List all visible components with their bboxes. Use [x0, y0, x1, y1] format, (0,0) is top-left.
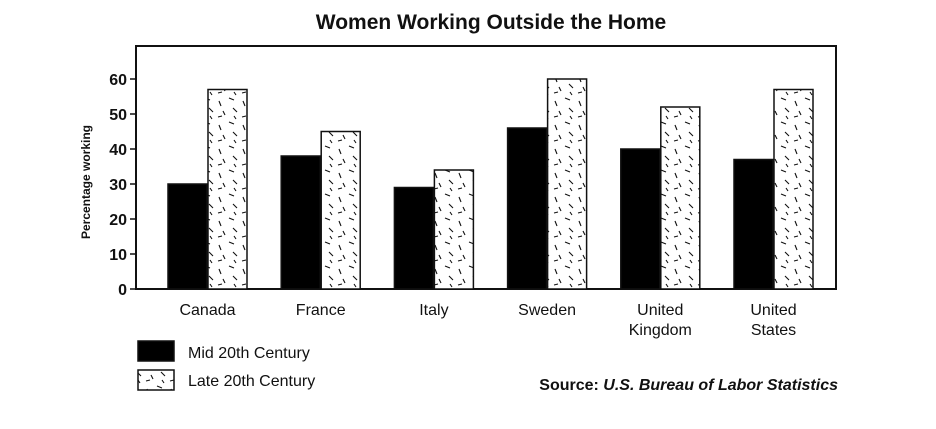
y-tick-label: 40	[109, 142, 127, 159]
bar-late-20th-century	[320, 130, 361, 290]
x-tick-label: Kingdom	[629, 322, 692, 339]
y-tick-label: 50	[109, 107, 127, 124]
x-tick-label: France	[296, 302, 346, 319]
bar-mid-20th-century	[620, 148, 661, 290]
bar-mid-20th-century	[167, 183, 208, 290]
bar-mid-20th-century	[506, 127, 548, 290]
y-tick-label: 60	[109, 72, 127, 89]
x-tick-label: Canada	[179, 302, 235, 319]
legend-label-late-20th-century: Late 20th Century	[188, 373, 315, 390]
bar-mid-20th-century	[393, 186, 435, 290]
chart-title: Women Working Outside the Home	[316, 11, 666, 34]
y-axis-ticks: 0 10 20 30 40 50 60	[109, 72, 136, 299]
bar-late-20th-century	[773, 88, 814, 290]
y-tick-label: 30	[109, 177, 127, 194]
legend-swatch-mid-20th-century	[137, 340, 175, 362]
source-prefix: Source:	[539, 377, 603, 394]
x-axis-labels: Canada France Italy Sweden United Kingdom Unit…	[179, 302, 796, 339]
bar-late-20th-century	[546, 78, 588, 290]
x-tick-label: United	[750, 302, 796, 319]
legend-swatch-late-20th-century	[137, 369, 175, 391]
x-tick-label: States	[751, 322, 796, 339]
x-tick-label: Sweden	[518, 302, 576, 319]
bar-late-20th-century	[207, 88, 248, 290]
x-tick-label: Italy	[419, 302, 448, 319]
plot-area-frame	[135, 45, 837, 290]
bar-mid-20th-century	[280, 155, 321, 290]
y-tick-label: 10	[109, 247, 127, 264]
bar-late-20th-century	[433, 169, 475, 290]
legend-label-mid-20th-century: Mid 20th Century	[188, 345, 310, 362]
bar-mid-20th-century	[733, 158, 774, 290]
bars	[167, 78, 814, 290]
source-text: U.S. Bureau of Labor Statistics	[603, 377, 838, 394]
bar-late-20th-century	[660, 106, 701, 290]
y-tick-label: 0	[118, 282, 127, 299]
y-axis-label: Percentage working	[79, 125, 93, 239]
legend: Mid 20th Century Late 20th Century	[137, 340, 315, 391]
y-tick-label: 20	[109, 212, 127, 229]
source-note: Source: U.S. Bureau of Labor Statistics	[539, 377, 838, 394]
x-tick-label: United	[637, 302, 683, 319]
